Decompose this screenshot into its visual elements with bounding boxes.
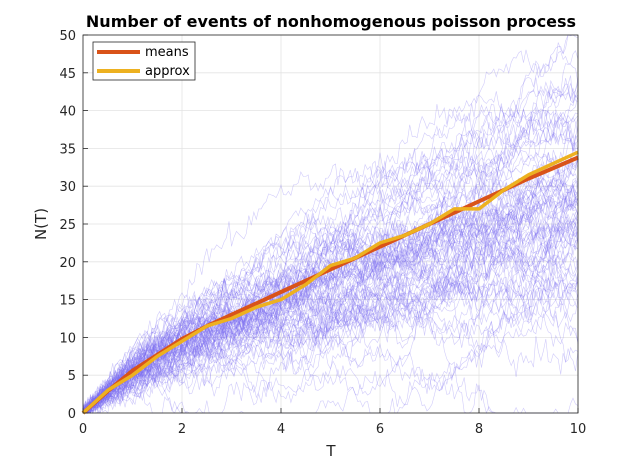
sample-path [83, 211, 579, 414]
sample-path [83, 220, 579, 414]
sample-path [82, 215, 579, 412]
legend: means approx [92, 41, 196, 81]
sample-path [82, 192, 579, 409]
y-tick-label: 50 [59, 29, 76, 44]
x-tick-label: 8 [475, 422, 483, 437]
sample-path [83, 63, 579, 414]
sample-path [82, 317, 579, 414]
sample-path [82, 104, 579, 414]
sample-path [83, 120, 579, 414]
sample-path [82, 125, 579, 414]
y-tick-label: 35 [59, 142, 76, 157]
sample-path [82, 210, 579, 414]
sample-path [82, 193, 579, 414]
sample-path [82, 156, 579, 414]
sample-path [82, 218, 579, 414]
sample-path [82, 95, 579, 414]
sample-path [82, 220, 579, 414]
sample-path [82, 34, 579, 414]
sample-path [82, 232, 579, 414]
sample-path [82, 125, 579, 414]
series-line-approx [81, 150, 579, 415]
x-tick-label: 0 [79, 422, 87, 437]
sample-path [83, 275, 579, 414]
x-tick-label: 2 [178, 422, 186, 437]
sample-path [82, 78, 579, 414]
sample-path [82, 107, 579, 415]
sample-path [82, 250, 579, 414]
y-axis-label: N(T) [32, 208, 50, 240]
sample-path [83, 217, 579, 414]
sample-path [83, 187, 579, 414]
y-tick-label: 5 [68, 369, 76, 384]
y-tick-label: 10 [59, 331, 76, 346]
sample-path [83, 82, 579, 414]
y-tick-label: 15 [59, 294, 76, 309]
sample-path [82, 183, 579, 414]
sample-path [82, 184, 579, 414]
sample-path [83, 224, 579, 414]
sample-path [82, 236, 579, 414]
sample-path [82, 128, 579, 410]
x-axis-label: T [325, 442, 336, 460]
sample-path [82, 111, 579, 414]
x-tick-label: 6 [376, 422, 384, 437]
sample-path [82, 143, 579, 414]
sample-path [82, 257, 579, 413]
sample-path [82, 215, 579, 414]
sample-path [82, 252, 579, 413]
legend-label-means: means [145, 45, 189, 60]
sample-path [82, 156, 579, 411]
sample-path [82, 217, 579, 414]
y-tick-label: 25 [59, 218, 76, 233]
sample-path [82, 131, 579, 414]
sample-path [82, 243, 579, 414]
sample-path [82, 158, 579, 414]
sample-path [82, 216, 579, 414]
legend-label-approx: approx [145, 64, 190, 79]
sample-path [82, 212, 579, 414]
sample-path [83, 189, 579, 414]
sample-path [83, 153, 579, 410]
x-tick-label: 4 [277, 422, 285, 437]
y-tick-label: 20 [59, 256, 76, 271]
series-layer [81, 150, 579, 415]
sample-path [82, 177, 579, 414]
sample-path [83, 49, 579, 414]
sample-path [82, 183, 579, 413]
sample-path [83, 34, 579, 414]
sample-path [82, 199, 579, 414]
grid [82, 34, 579, 414]
legend-box [92, 41, 196, 81]
sample-path [82, 313, 579, 414]
y-tick-label: 0 [68, 407, 76, 422]
sample-path [82, 84, 579, 414]
chart-title: Number of events of nonhomogenous poisso… [86, 12, 576, 31]
sample-path [83, 246, 579, 414]
y-tick-label: 30 [59, 180, 76, 195]
sample-path [82, 226, 579, 414]
sample-path [82, 139, 579, 414]
sample-path [82, 273, 579, 414]
sample-path [82, 225, 579, 412]
y-tick-label: 40 [59, 105, 76, 120]
sample-path [82, 253, 579, 414]
x-tick-label: 10 [570, 422, 587, 437]
sample-path [83, 155, 579, 414]
sample-path [82, 185, 579, 414]
sample-path [82, 232, 579, 414]
sample-path [82, 276, 579, 414]
sample-path [82, 182, 579, 411]
sample-path [82, 280, 579, 411]
ticks: 0 2 4 6 8 10 0 5 10 15 20 25 30 35 40 45 50 [59, 29, 586, 437]
sample-path [82, 281, 579, 414]
sample-path [82, 193, 579, 414]
y-tick-label: 45 [59, 67, 76, 82]
sample-path [82, 81, 579, 414]
sample-path [82, 182, 579, 414]
sample-path [82, 228, 579, 414]
sample-path [82, 174, 579, 410]
